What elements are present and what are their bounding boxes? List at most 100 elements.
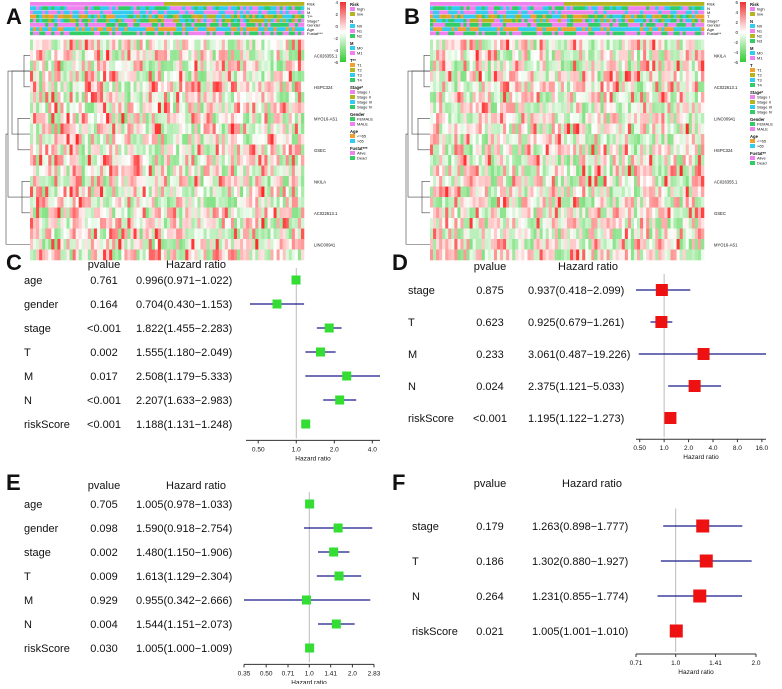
heatmap-cell [179,145,182,156]
annotation-track [430,15,704,19]
heatmap-cell [179,187,182,198]
gene-row [430,71,704,103]
annotation-cell [60,31,63,35]
heatmap-cell [600,71,603,82]
heatmap-cell [146,208,149,219]
annotation-cell [33,19,36,23]
annotation-cell [503,27,506,31]
heatmap-cell [191,208,194,219]
heatmap-cell [79,187,82,198]
annotation-cell [277,19,280,23]
heatmap-cell [534,71,537,82]
annotation-cell [106,23,109,27]
annotation-cell [451,15,454,19]
heatmap-cell [667,176,670,187]
annotation-cell [70,23,73,27]
heatmap-cell [179,82,182,93]
heatmap-cell [79,92,82,103]
annotation-cell [91,27,94,31]
heatmap-cell [57,134,60,145]
heatmap-cell [295,197,298,208]
heatmap-cell [286,92,289,103]
heatmap-cell [67,229,70,240]
heatmap-cell [33,197,36,208]
heatmap-cell [430,166,433,177]
annotation-cell [521,15,524,19]
heatmap-cell [158,239,161,250]
heatmap-cell [613,103,616,114]
heatmap-cell [67,71,70,82]
heatmap-cell [137,197,140,208]
heatmap-cell [137,229,140,240]
heatmap-cell [680,197,683,208]
heatmap-cell [277,187,280,198]
heatmap-cell [158,134,161,145]
heatmap-cell [222,176,225,187]
heatmap-cell [258,176,261,187]
annotation-cell [607,10,610,14]
heatmap-cell [689,208,692,219]
annotation-cell [228,6,231,10]
heatmap-cell [97,166,100,177]
heatmap-cell [640,61,643,72]
heatmap-cell [204,103,207,114]
annotation-cell [280,23,283,27]
annotation-cell [652,31,655,35]
heatmap-cell [194,71,197,82]
heatmap-cell [543,113,546,124]
annotation-cell [121,23,124,27]
heatmap-cell [567,134,570,145]
heatmap-cell [258,50,261,61]
heatmap-cell [207,61,210,72]
annotation-cell [194,2,197,6]
heatmap-cell [616,197,619,208]
annotation-cell [521,31,524,35]
heatmap-cell [540,134,543,145]
annotation-cell [289,23,292,27]
heatmap-cell [661,103,664,114]
heatmap-cell [103,208,106,219]
heatmap-cell [667,82,670,93]
heatmap-cell [228,71,231,82]
heatmap-cell [628,103,631,114]
heatmap-cell [628,155,631,166]
heatmap-cell [467,176,470,187]
heatmap-cell [463,61,466,72]
heatmap-cell [698,208,701,219]
annotation-cell [54,2,57,6]
annotation-cell [140,19,143,23]
heatmap-cell [683,145,686,156]
gene-label: HSPC324 [714,148,733,153]
heatmap-cell [607,145,610,156]
annotation-cell [686,2,689,6]
heatmap-cell [204,113,207,124]
heatmap-cell [161,103,164,114]
heatmap-cell [103,134,106,145]
annotation-cell [249,15,252,19]
heatmap-cell [258,166,261,177]
annotation-cell [543,2,546,6]
heatmap-cell [573,166,576,177]
heatmap-cell [445,155,448,166]
annotation-cell [204,6,207,10]
heatmap-cell [491,82,494,93]
heatmap-cell [628,113,631,124]
heatmap-cell [164,71,167,82]
heatmap-cell [182,82,185,93]
heatmap-cell [197,187,200,198]
heatmap-cell [430,40,433,51]
annotation-cell [433,15,436,19]
annotation-cell [637,15,640,19]
annotation-cell [182,6,185,10]
heatmap-cell [127,61,130,72]
heatmap-cell [439,50,442,61]
annotation-cell [661,2,664,6]
heatmap-cell [622,187,625,198]
legend-swatch [350,122,355,126]
heatmap-cell [255,103,258,114]
heatmap-cell [255,229,258,240]
heatmap-cell [295,187,298,198]
annotation-cell [173,15,176,19]
annotation-cell [457,15,460,19]
heatmap-cell [512,61,515,72]
